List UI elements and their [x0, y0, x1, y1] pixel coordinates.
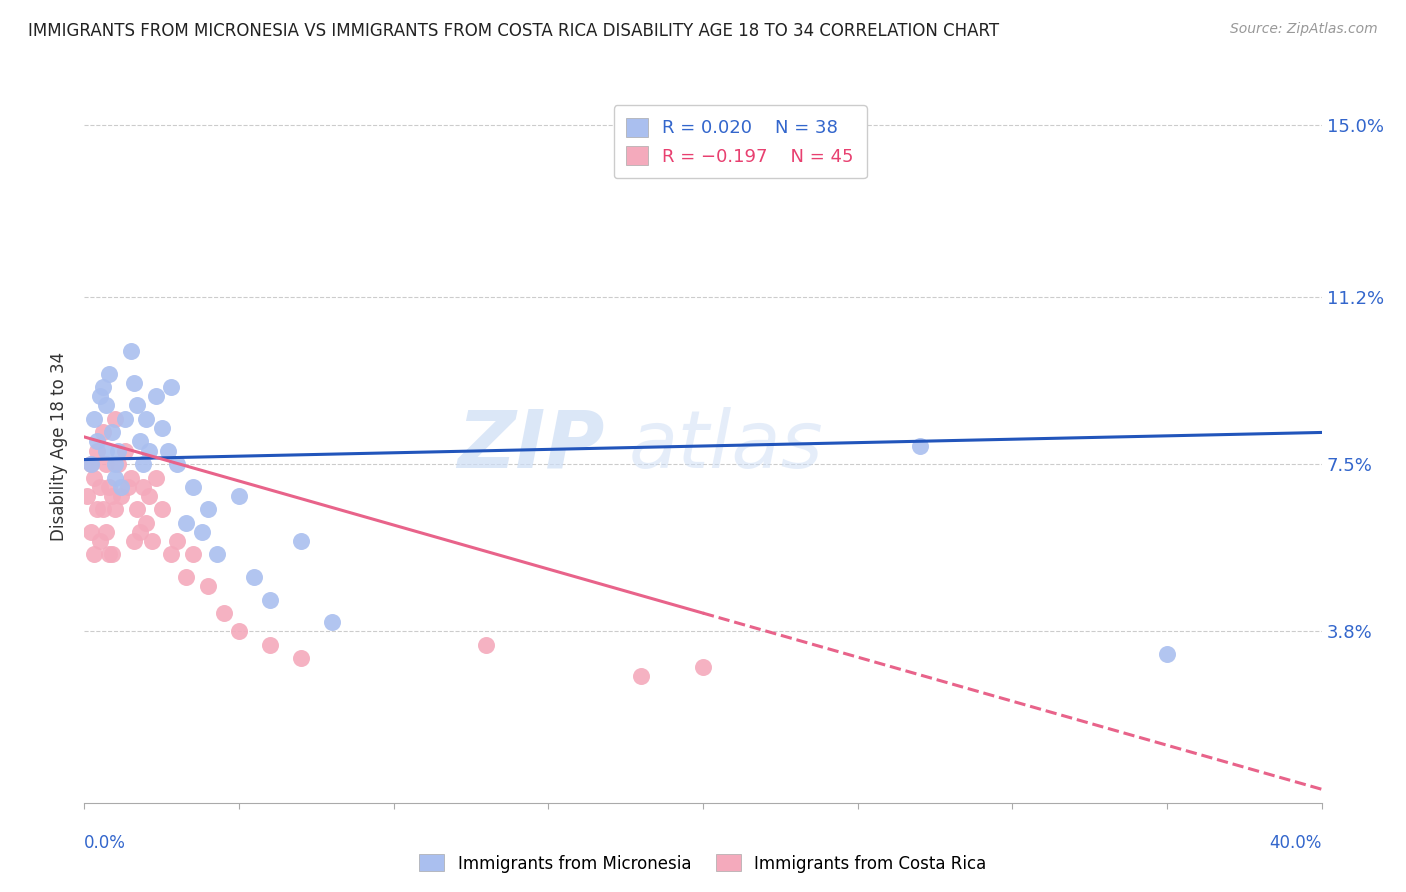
Point	[908, 439, 931, 453]
Legend: Immigrants from Micronesia, Immigrants from Costa Rica: Immigrants from Micronesia, Immigrants f…	[412, 847, 994, 880]
Text: Source: ZipAtlas.com: Source: ZipAtlas.com	[1230, 22, 1378, 37]
Point	[98, 367, 121, 381]
Point	[228, 489, 250, 503]
Text: atlas: atlas	[628, 407, 824, 485]
Point	[98, 480, 121, 494]
Point	[141, 533, 163, 548]
Point	[86, 502, 108, 516]
Point	[107, 457, 129, 471]
Point	[1156, 647, 1178, 661]
Point	[91, 502, 114, 516]
Point	[197, 579, 219, 593]
Point	[114, 412, 136, 426]
Point	[290, 651, 312, 665]
Point	[76, 489, 98, 503]
Point	[79, 457, 101, 471]
Point	[150, 421, 173, 435]
Text: IMMIGRANTS FROM MICRONESIA VS IMMIGRANTS FROM COSTA RICA DISABILITY AGE 18 TO 34: IMMIGRANTS FROM MICRONESIA VS IMMIGRANTS…	[28, 22, 1000, 40]
Point	[104, 412, 127, 426]
Point	[181, 548, 204, 562]
Point	[94, 398, 117, 412]
Point	[132, 480, 155, 494]
Point	[117, 480, 139, 494]
Point	[104, 470, 127, 484]
Point	[125, 398, 148, 412]
Point	[83, 548, 105, 562]
Point	[176, 570, 198, 584]
Point	[125, 502, 148, 516]
Point	[110, 480, 132, 494]
Point	[120, 344, 142, 359]
Point	[321, 615, 343, 629]
Point	[101, 548, 124, 562]
Point	[83, 412, 105, 426]
Point	[145, 389, 167, 403]
Point	[145, 470, 167, 484]
Point	[166, 533, 188, 548]
Point	[110, 489, 132, 503]
Point	[138, 489, 160, 503]
Point	[160, 380, 183, 394]
Point	[207, 548, 229, 562]
Point	[104, 457, 127, 471]
Legend: R = 0.020    N = 38, R = −0.197    N = 45: R = 0.020 N = 38, R = −0.197 N = 45	[613, 105, 866, 178]
Point	[94, 443, 117, 458]
Point	[91, 425, 114, 440]
Point	[228, 624, 250, 639]
Y-axis label: Disability Age 18 to 34: Disability Age 18 to 34	[51, 351, 69, 541]
Point	[101, 425, 124, 440]
Point	[86, 443, 108, 458]
Point	[98, 548, 121, 562]
Point	[132, 457, 155, 471]
Point	[259, 638, 281, 652]
Point	[114, 443, 136, 458]
Point	[122, 376, 145, 390]
Point	[89, 389, 111, 403]
Point	[630, 669, 652, 683]
Point	[212, 606, 235, 620]
Point	[107, 443, 129, 458]
Point	[83, 470, 105, 484]
Point	[101, 489, 124, 503]
Point	[79, 524, 101, 539]
Point	[160, 548, 183, 562]
Point	[91, 380, 114, 394]
Point	[156, 443, 179, 458]
Point	[150, 502, 173, 516]
Point	[135, 412, 157, 426]
Point	[166, 457, 188, 471]
Text: ZIP: ZIP	[457, 407, 605, 485]
Point	[135, 516, 157, 530]
Point	[104, 502, 127, 516]
Point	[94, 524, 117, 539]
Point	[475, 638, 498, 652]
Point	[129, 524, 152, 539]
Text: 0.0%: 0.0%	[84, 834, 127, 852]
Point	[181, 480, 204, 494]
Point	[191, 524, 214, 539]
Point	[259, 592, 281, 607]
Point	[89, 533, 111, 548]
Point	[197, 502, 219, 516]
Point	[79, 457, 101, 471]
Point	[138, 443, 160, 458]
Point	[86, 434, 108, 449]
Point	[129, 434, 152, 449]
Point	[122, 533, 145, 548]
Point	[290, 533, 312, 548]
Point	[89, 480, 111, 494]
Point	[94, 457, 117, 471]
Point	[120, 470, 142, 484]
Point	[243, 570, 266, 584]
Point	[692, 660, 714, 674]
Text: 40.0%: 40.0%	[1270, 834, 1322, 852]
Point	[176, 516, 198, 530]
